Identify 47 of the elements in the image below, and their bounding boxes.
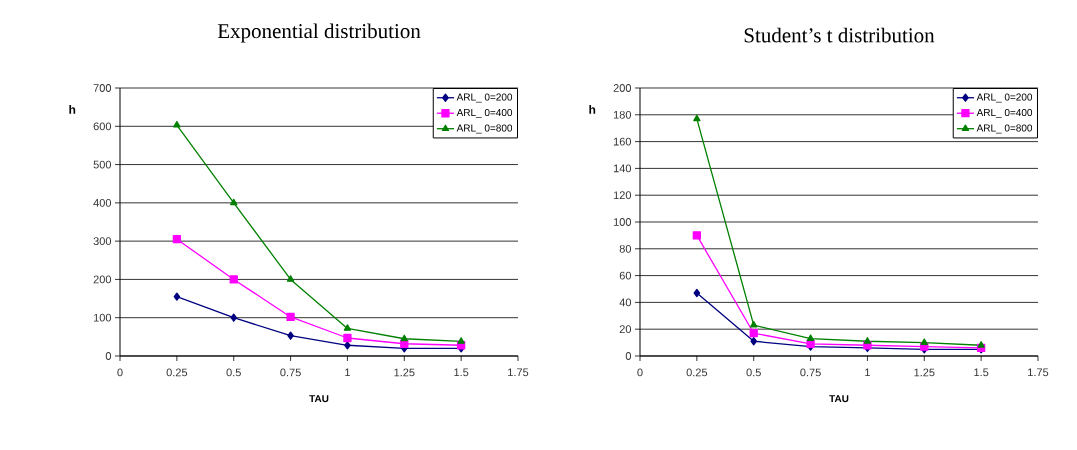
- y-tick-label: 200: [613, 84, 632, 92]
- x-tick-label: 0.25: [166, 368, 188, 377]
- y-axis-title: h: [589, 105, 596, 114]
- y-tick-label: 400: [93, 198, 112, 207]
- x-tick-label: 1.25: [914, 368, 935, 377]
- y-tick-label: 700: [93, 84, 112, 92]
- x-tick-label: 1: [345, 368, 350, 377]
- x-tick-label: 0.75: [800, 368, 821, 377]
- legend-label: ARL_ 0=200: [456, 93, 513, 103]
- x-axis-title: TAU: [829, 395, 849, 403]
- x-tick-label: 1.5: [974, 368, 989, 377]
- y-tick-label: 100: [613, 218, 632, 226]
- legend-label: ARL_ 0=800: [456, 124, 513, 134]
- y-tick-label: 120: [613, 191, 632, 200]
- x-tick-label: 1: [865, 368, 870, 377]
- x-tick-label: 1.25: [394, 368, 415, 377]
- legend-label: ARL_ 0=400: [456, 108, 513, 118]
- y-tick-label: 0: [625, 352, 632, 360]
- y-tick-label: 300: [93, 237, 112, 246]
- x-tick-label: 1.75: [508, 368, 529, 377]
- legend-label: ARL_ 0=800: [976, 124, 1033, 134]
- x-tick-label: 0: [637, 368, 643, 377]
- x-tick-label: 1.5: [454, 368, 469, 377]
- y-tick-label: 160: [613, 137, 632, 146]
- legend-label: ARL_ 0=400: [976, 108, 1033, 118]
- chart-title: Exponential distribution: [217, 23, 421, 43]
- y-tick-label: 180: [613, 110, 632, 119]
- x-tick-label: 0.25: [686, 368, 708, 377]
- x-tick-label: 0: [117, 368, 123, 377]
- y-tick-label: 200: [93, 275, 112, 284]
- y-tick-label: 40: [619, 298, 632, 307]
- y-tick-label: 0: [105, 352, 112, 360]
- x-tick-label: 0.5: [746, 368, 761, 377]
- y-tick-label: 140: [613, 164, 632, 173]
- x-tick-label: 0.75: [280, 368, 301, 377]
- x-tick-label: 1.75: [1028, 368, 1049, 377]
- x-axis-title: TAU: [309, 395, 329, 403]
- y-tick-label: 100: [93, 313, 112, 322]
- legend-label: ARL_ 0=200: [976, 93, 1033, 103]
- y-tick-label: 20: [619, 325, 632, 334]
- x-tick-label: 0.5: [226, 368, 241, 377]
- y-tick-label: 80: [619, 244, 632, 253]
- chart-title: Student’s t distribution: [744, 27, 935, 43]
- y-tick-label: 60: [619, 271, 632, 280]
- y-axis-title: h: [69, 105, 76, 114]
- y-tick-label: 600: [93, 122, 112, 131]
- y-tick-label: 500: [93, 160, 112, 169]
